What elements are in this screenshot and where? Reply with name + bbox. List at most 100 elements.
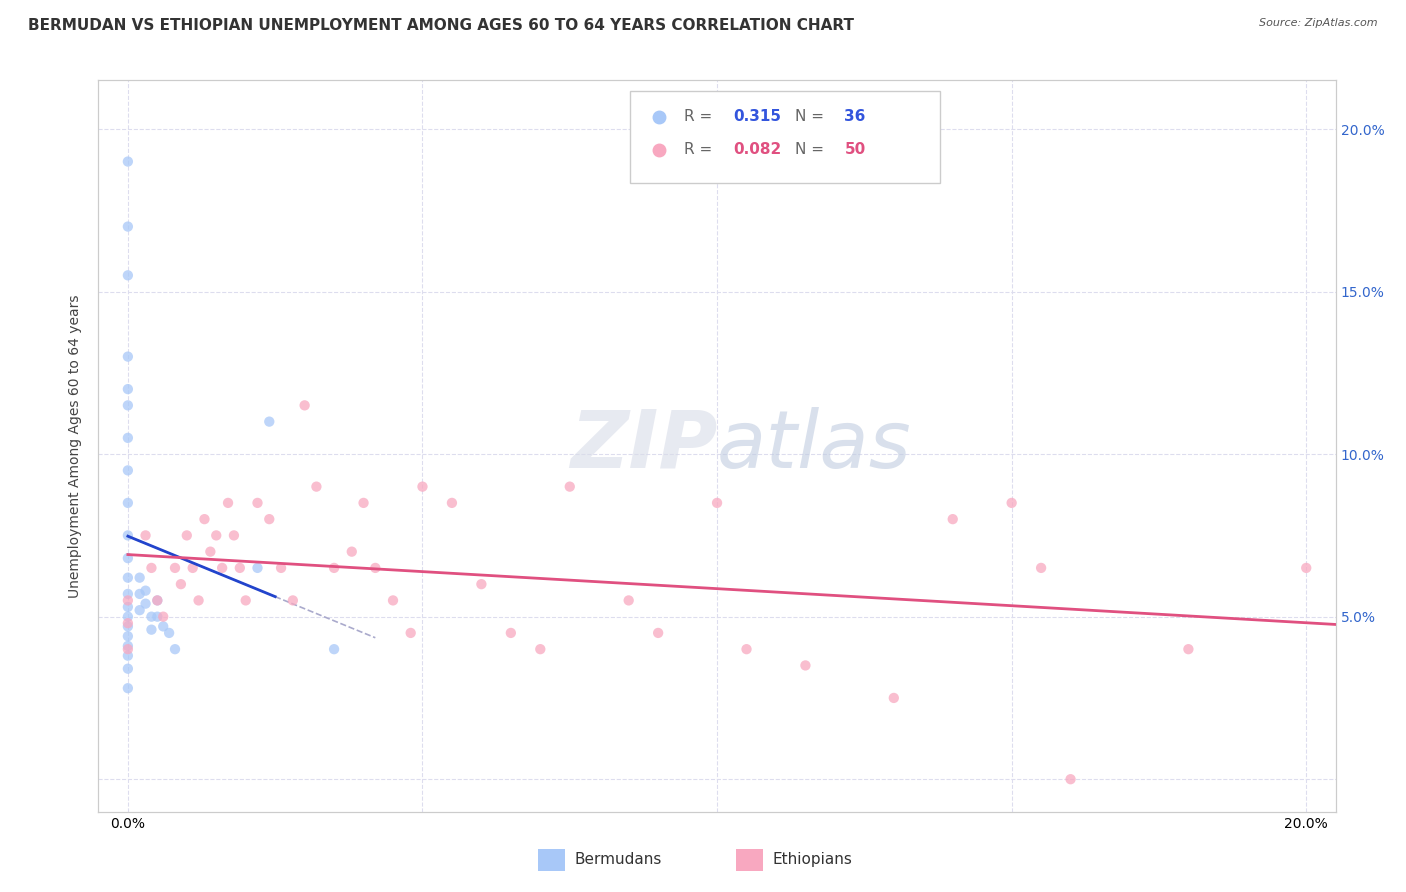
- Point: [117, 398, 139, 412]
- Point: [270, 561, 292, 575]
- Point: [647, 626, 669, 640]
- Point: [558, 480, 581, 494]
- Text: R =: R =: [683, 142, 717, 157]
- Point: [200, 544, 222, 558]
- Point: [281, 593, 304, 607]
- Point: [323, 561, 346, 575]
- Text: 50: 50: [845, 142, 866, 157]
- Text: atlas: atlas: [717, 407, 912, 485]
- Point: [163, 561, 186, 575]
- Point: [146, 593, 169, 607]
- Point: [1177, 642, 1199, 657]
- Point: [529, 642, 551, 657]
- Point: [211, 561, 233, 575]
- Point: [117, 219, 139, 234]
- Point: [246, 561, 269, 575]
- Point: [382, 593, 405, 607]
- Point: [135, 583, 157, 598]
- Point: [117, 619, 139, 633]
- Point: [193, 512, 215, 526]
- Point: [217, 496, 239, 510]
- Point: [305, 480, 328, 494]
- Point: [399, 626, 422, 640]
- Point: [117, 382, 139, 396]
- Point: [735, 642, 758, 657]
- Point: [117, 648, 139, 663]
- Text: N =: N =: [794, 142, 830, 157]
- Point: [205, 528, 228, 542]
- Point: [181, 561, 204, 575]
- Point: [1001, 496, 1024, 510]
- FancyBboxPatch shape: [735, 849, 763, 871]
- Point: [117, 350, 139, 364]
- Point: [146, 593, 169, 607]
- Point: [259, 415, 281, 429]
- Point: [340, 544, 363, 558]
- Point: [470, 577, 492, 591]
- Point: [117, 662, 139, 676]
- Point: [128, 587, 150, 601]
- Point: [617, 593, 640, 607]
- Text: Source: ZipAtlas.com: Source: ZipAtlas.com: [1260, 18, 1378, 28]
- Point: [883, 690, 905, 705]
- Point: [117, 268, 139, 283]
- Point: [117, 599, 139, 614]
- Point: [135, 597, 157, 611]
- Point: [117, 154, 139, 169]
- Point: [117, 639, 139, 653]
- Text: 0.082: 0.082: [733, 142, 782, 157]
- Point: [117, 431, 139, 445]
- Point: [117, 463, 139, 477]
- Point: [176, 528, 198, 542]
- Point: [942, 512, 965, 526]
- Point: [117, 681, 139, 696]
- Point: [117, 642, 139, 657]
- Point: [128, 603, 150, 617]
- Point: [141, 609, 163, 624]
- Point: [246, 496, 269, 510]
- Point: [411, 480, 433, 494]
- Point: [222, 528, 245, 542]
- Point: [1295, 561, 1317, 575]
- Text: Bermudans: Bermudans: [575, 852, 662, 867]
- Point: [117, 609, 139, 624]
- Text: 0.315: 0.315: [733, 110, 782, 124]
- Text: ZIP: ZIP: [569, 407, 717, 485]
- Text: BERMUDAN VS ETHIOPIAN UNEMPLOYMENT AMONG AGES 60 TO 64 YEARS CORRELATION CHART: BERMUDAN VS ETHIOPIAN UNEMPLOYMENT AMONG…: [28, 18, 853, 33]
- Point: [157, 626, 180, 640]
- Point: [117, 571, 139, 585]
- Point: [146, 609, 169, 624]
- Point: [235, 593, 257, 607]
- Point: [364, 561, 387, 575]
- Point: [117, 551, 139, 566]
- Point: [353, 496, 375, 510]
- Y-axis label: Unemployment Among Ages 60 to 64 years: Unemployment Among Ages 60 to 64 years: [69, 294, 83, 598]
- Point: [187, 593, 209, 607]
- Point: [794, 658, 817, 673]
- Point: [1029, 561, 1052, 575]
- FancyBboxPatch shape: [630, 91, 939, 183]
- FancyBboxPatch shape: [537, 849, 565, 871]
- Point: [170, 577, 193, 591]
- Point: [259, 512, 281, 526]
- Point: [117, 593, 139, 607]
- Point: [440, 496, 463, 510]
- Point: [141, 561, 163, 575]
- Text: Ethiopians: Ethiopians: [773, 852, 852, 867]
- Point: [128, 571, 150, 585]
- Point: [323, 642, 346, 657]
- Point: [706, 496, 728, 510]
- Point: [294, 398, 316, 412]
- Point: [117, 528, 139, 542]
- Point: [163, 642, 186, 657]
- Point: [141, 623, 163, 637]
- Text: 36: 36: [845, 110, 866, 124]
- Text: R =: R =: [683, 110, 717, 124]
- Point: [117, 629, 139, 643]
- Point: [117, 496, 139, 510]
- Point: [117, 587, 139, 601]
- Point: [152, 609, 174, 624]
- Point: [117, 616, 139, 631]
- Point: [499, 626, 522, 640]
- Point: [1059, 772, 1081, 787]
